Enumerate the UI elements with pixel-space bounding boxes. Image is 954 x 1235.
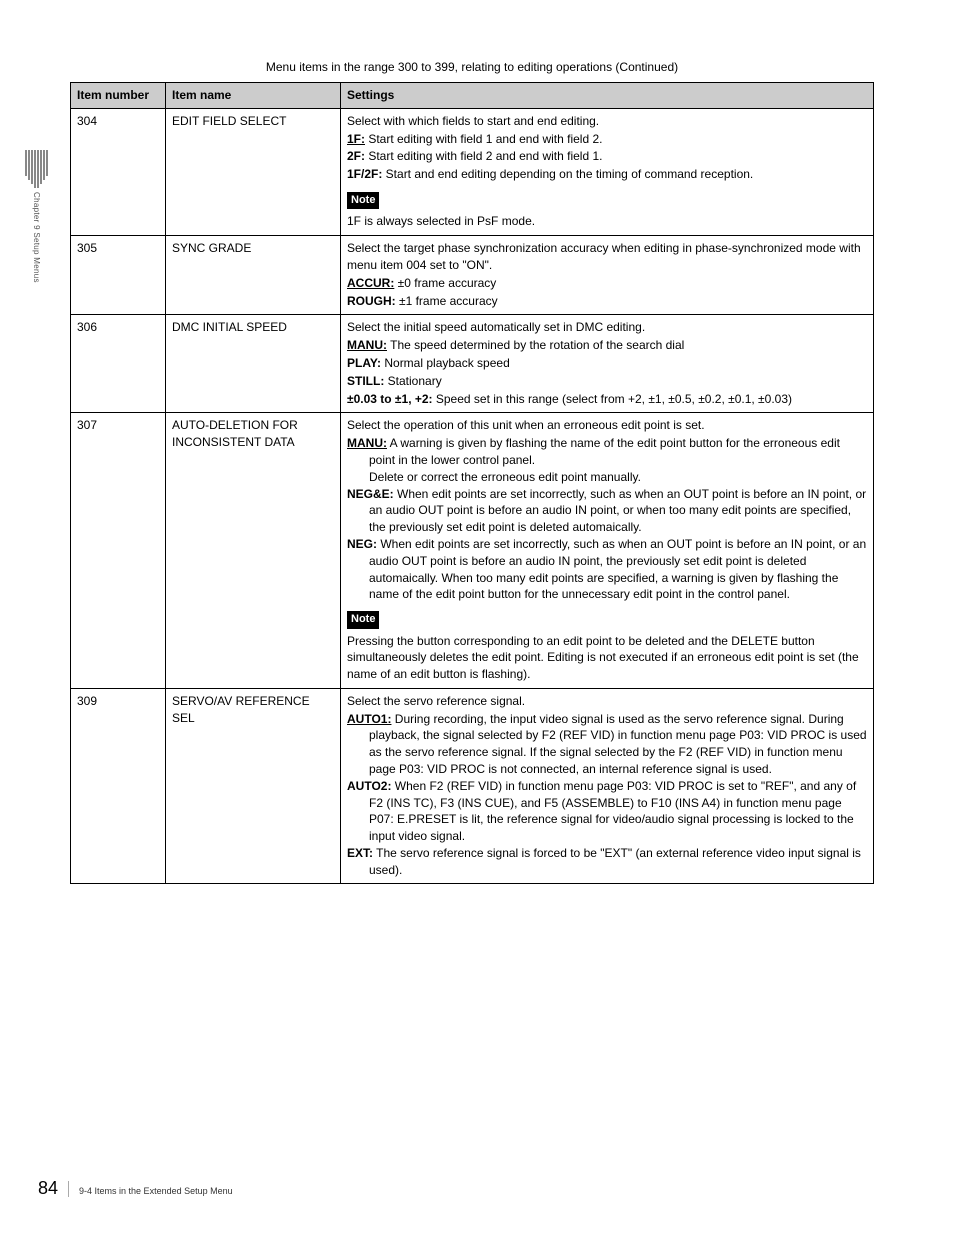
option-key: 1F/2F: xyxy=(347,167,382,181)
option-key: AUTO2: xyxy=(347,779,391,793)
cell-item-number: 307 xyxy=(71,413,166,689)
option-value: A warning is given by flashing the name … xyxy=(369,436,840,467)
table-row: 304 EDIT FIELD SELECT Select with which … xyxy=(71,108,874,235)
table-row: 309 SERVO/AV REFERENCE SEL Select the se… xyxy=(71,688,874,883)
cell-item-number: 304 xyxy=(71,108,166,235)
col-header-item-name: Item name xyxy=(166,83,341,109)
settings-option: PLAY: Normal playback speed xyxy=(347,355,867,372)
settings-option: 1F/2F: Start and end editing depending o… xyxy=(347,166,867,183)
cell-item-name: SERVO/AV REFERENCE SEL xyxy=(166,688,341,883)
footer-separator xyxy=(68,1181,69,1197)
cell-settings: Select the servo reference signal. AUTO1… xyxy=(341,688,874,883)
settings-option: 2F: Start editing with field 2 and end w… xyxy=(347,148,867,165)
option-key: MANU: xyxy=(347,338,387,352)
option-value: Speed set in this range (select from +2,… xyxy=(433,392,792,406)
option-value: When F2 (REF VID) in function menu page … xyxy=(369,779,856,843)
settings-intro: Select with which fields to start and en… xyxy=(347,113,867,130)
page-footer: 84 9-4 Items in the Extended Setup Menu xyxy=(38,1178,233,1199)
option-key: AUTO1: xyxy=(347,712,391,726)
settings-option: NEG: When edit points are set incorrectl… xyxy=(347,536,867,603)
option-value: Start editing with field 2 and end with … xyxy=(365,149,602,163)
cell-settings: Select the operation of this unit when a… xyxy=(341,413,874,689)
settings-option: ROUGH: ±1 frame accuracy xyxy=(347,293,867,310)
cell-settings: Select the target phase synchronization … xyxy=(341,236,874,315)
cell-item-name: AUTO-DELETION FOR INCONSISTENT DATA xyxy=(166,413,341,689)
settings-option: 1F: Start editing with field 1 and end w… xyxy=(347,131,867,148)
option-key: STILL: xyxy=(347,374,384,388)
cell-item-name: DMC INITIAL SPEED xyxy=(166,315,341,413)
option-value: Start and end editing depending on the t… xyxy=(382,167,753,181)
cell-item-name: SYNC GRADE xyxy=(166,236,341,315)
cell-settings: Select the initial speed automatically s… xyxy=(341,315,874,413)
note-label: Note xyxy=(347,611,379,628)
settings-intro: Select the initial speed automatically s… xyxy=(347,319,867,336)
option-key: ACCUR: xyxy=(347,276,394,290)
settings-option: AUTO2: When F2 (REF VID) in function men… xyxy=(347,778,867,845)
option-key: NEG&E: xyxy=(347,487,394,501)
option-value: When edit points are set incorrectly, su… xyxy=(369,537,866,601)
option-key: ±0.03 to ±1, +2: xyxy=(347,392,433,406)
cell-item-number: 309 xyxy=(71,688,166,883)
option-key: NEG: xyxy=(347,537,377,551)
col-header-item-number: Item number xyxy=(71,83,166,109)
option-value: Start editing with field 1 and end with … xyxy=(365,132,602,146)
table-row: 305 SYNC GRADE Select the target phase s… xyxy=(71,236,874,315)
settings-intro: Select the target phase synchronization … xyxy=(347,240,867,274)
item-name-line: INCONSISTENT DATA xyxy=(172,435,295,449)
table-header-row: Item number Item name Settings xyxy=(71,83,874,109)
settings-option: ACCUR: ±0 frame accuracy xyxy=(347,275,867,292)
settings-option: AUTO1: During recording, the input video… xyxy=(347,711,867,778)
note-label: Note xyxy=(347,192,379,209)
cell-item-name: EDIT FIELD SELECT xyxy=(166,108,341,235)
note-text: 1F is always selected in PsF mode. xyxy=(347,213,867,230)
table-row: 307 AUTO-DELETION FOR INCONSISTENT DATA … xyxy=(71,413,874,689)
settings-option: NEG&E: When edit points are set incorrec… xyxy=(347,486,867,536)
cell-settings: Select with which fields to start and en… xyxy=(341,108,874,235)
option-key: PLAY: xyxy=(347,356,381,370)
cell-item-number: 305 xyxy=(71,236,166,315)
option-value: The speed determined by the rotation of … xyxy=(387,338,684,352)
settings-option: STILL: Stationary xyxy=(347,373,867,390)
option-value: When edit points are set incorrectly, su… xyxy=(369,487,866,535)
footer-section-title: 9-4 Items in the Extended Setup Menu xyxy=(79,1186,233,1196)
chapter-label: Chapter 9 Setup Menus xyxy=(32,192,41,283)
side-tab: Chapter 9 Setup Menus xyxy=(25,150,48,283)
menu-items-table: Item number Item name Settings 304 EDIT … xyxy=(70,82,874,884)
settings-intro: Select the servo reference signal. xyxy=(347,693,867,710)
option-key: MANU: xyxy=(347,436,387,450)
option-key: EXT: xyxy=(347,846,373,860)
option-value: During recording, the input video signal… xyxy=(369,712,867,776)
item-name-line: AUTO-DELETION FOR xyxy=(172,418,298,432)
side-tab-decoration xyxy=(25,150,48,188)
option-key: ROUGH: xyxy=(347,294,396,308)
settings-option: MANU: The speed determined by the rotati… xyxy=(347,337,867,354)
settings-intro: Select the operation of this unit when a… xyxy=(347,417,867,434)
settings-option: MANU: A warning is given by flashing the… xyxy=(347,435,867,469)
note-text: Pressing the button corresponding to an … xyxy=(347,633,867,683)
col-header-settings: Settings xyxy=(341,83,874,109)
option-value: Normal playback speed xyxy=(381,356,510,370)
settings-option: EXT: The servo reference signal is force… xyxy=(347,845,867,879)
page-number: 84 xyxy=(38,1178,58,1199)
item-name-line: SERVO/AV REFERENCE xyxy=(172,694,310,708)
table-caption: Menu items in the range 300 to 399, rela… xyxy=(70,60,874,74)
option-value: Stationary xyxy=(384,374,441,388)
cell-item-number: 306 xyxy=(71,315,166,413)
item-name-line: SEL xyxy=(172,711,195,725)
option-key: 1F: xyxy=(347,132,365,146)
option-value-cont: Delete or correct the erroneous edit poi… xyxy=(369,469,867,486)
option-value: The servo reference signal is forced to … xyxy=(369,846,861,877)
option-value: ±0 frame accuracy xyxy=(394,276,496,290)
option-value: ±1 frame accuracy xyxy=(396,294,498,308)
option-key: 2F: xyxy=(347,149,365,163)
table-row: 306 DMC INITIAL SPEED Select the initial… xyxy=(71,315,874,413)
settings-option: ±0.03 to ±1, +2: Speed set in this range… xyxy=(347,391,867,408)
